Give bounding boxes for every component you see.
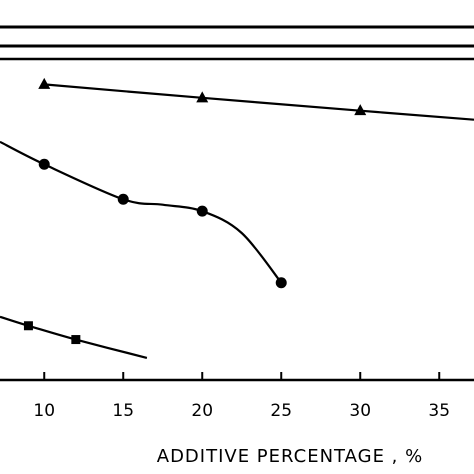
data-point-circle-3	[275, 277, 287, 289]
x-tick-label-3: 25	[270, 401, 292, 421]
data-point-triangle-0	[38, 77, 51, 89]
x-tick-label-1: 15	[112, 401, 134, 421]
x-tick-label-0: 10	[33, 401, 55, 421]
data-point-triangle-2	[354, 104, 367, 116]
data-point-square-1	[71, 335, 81, 345]
data-point-triangle-1	[196, 91, 209, 103]
series-lines	[0, 83, 474, 359]
data-point-circle-2	[196, 205, 208, 217]
x-tick-label-4: 30	[349, 401, 371, 421]
series-line-triangle	[44, 83, 474, 121]
x-axis-ticks: 10 15 20 25 30 35	[33, 372, 450, 421]
data-point-square-0	[23, 321, 33, 331]
x-axis-label: ADDITIVE PERCENTAGE , %	[157, 446, 423, 467]
data-point-circle-0	[38, 158, 50, 170]
series-markers	[23, 77, 367, 345]
data-point-circle-1	[117, 193, 129, 205]
series-line-square	[0, 315, 148, 359]
x-tick-label-5: 35	[428, 401, 450, 421]
x-tick-label-2: 20	[191, 401, 213, 421]
